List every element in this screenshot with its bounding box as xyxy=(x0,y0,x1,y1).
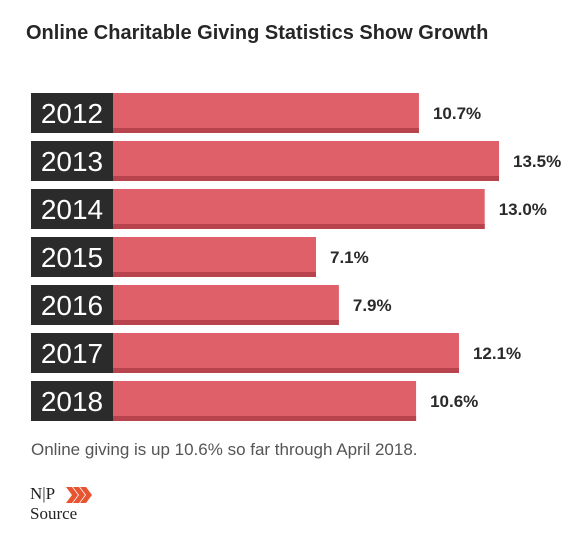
bar-shadow xyxy=(113,320,339,325)
year-label-box xyxy=(31,285,113,325)
year-label: 2016 xyxy=(41,290,103,321)
year-label-box xyxy=(31,237,113,277)
data-label: 7.1% xyxy=(330,248,369,267)
year-label-box xyxy=(31,141,113,181)
year-label: 2017 xyxy=(41,338,103,369)
data-label: 7.9% xyxy=(353,296,392,315)
bar xyxy=(113,285,339,325)
footnote: Online giving is up 10.6% so far through… xyxy=(31,440,418,459)
logo-text-top: N|P xyxy=(30,484,56,503)
bar-chart: 2012 10.7% 2013 13.5% 2014 13.0% 2015 7.1% 2016 7… xyxy=(31,93,561,421)
data-label: 10.7% xyxy=(433,104,481,123)
bar xyxy=(113,333,459,373)
year-label-box xyxy=(31,381,113,421)
data-label: 13.5% xyxy=(513,152,561,171)
chart-title: Online Charitable Giving Statistics Show… xyxy=(26,22,489,44)
data-label: 12.1% xyxy=(473,344,521,363)
logo-text-bottom: Source xyxy=(30,504,78,523)
bar-shadow xyxy=(113,128,419,133)
bar xyxy=(113,141,499,181)
year-label: 2015 xyxy=(41,242,103,273)
bar xyxy=(113,381,417,421)
year-label-box xyxy=(31,93,113,133)
year-label: 2012 xyxy=(41,98,103,129)
bar-shadow xyxy=(113,368,459,373)
data-label: 10.6% xyxy=(430,392,478,411)
np-source-logo: N|P Source xyxy=(30,484,110,528)
year-label-box xyxy=(31,189,113,229)
year-label: 2013 xyxy=(41,146,103,177)
data-label: 13.0% xyxy=(499,200,547,219)
chevron-arrows-icon xyxy=(66,487,92,503)
year-label: 2014 xyxy=(41,194,103,225)
bar-shadow xyxy=(113,224,485,229)
year-label-box xyxy=(31,333,113,373)
bar xyxy=(113,237,317,277)
bar xyxy=(113,189,485,229)
bar-shadow xyxy=(113,272,317,277)
bar-shadow xyxy=(113,416,417,421)
bar xyxy=(113,93,419,133)
bar-shadow xyxy=(113,176,499,181)
year-label: 2018 xyxy=(41,386,103,417)
